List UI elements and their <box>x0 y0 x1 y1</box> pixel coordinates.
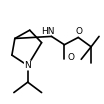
Text: N: N <box>24 61 31 70</box>
Text: HN: HN <box>41 27 54 36</box>
Text: O: O <box>67 53 74 62</box>
Text: O: O <box>75 27 82 36</box>
